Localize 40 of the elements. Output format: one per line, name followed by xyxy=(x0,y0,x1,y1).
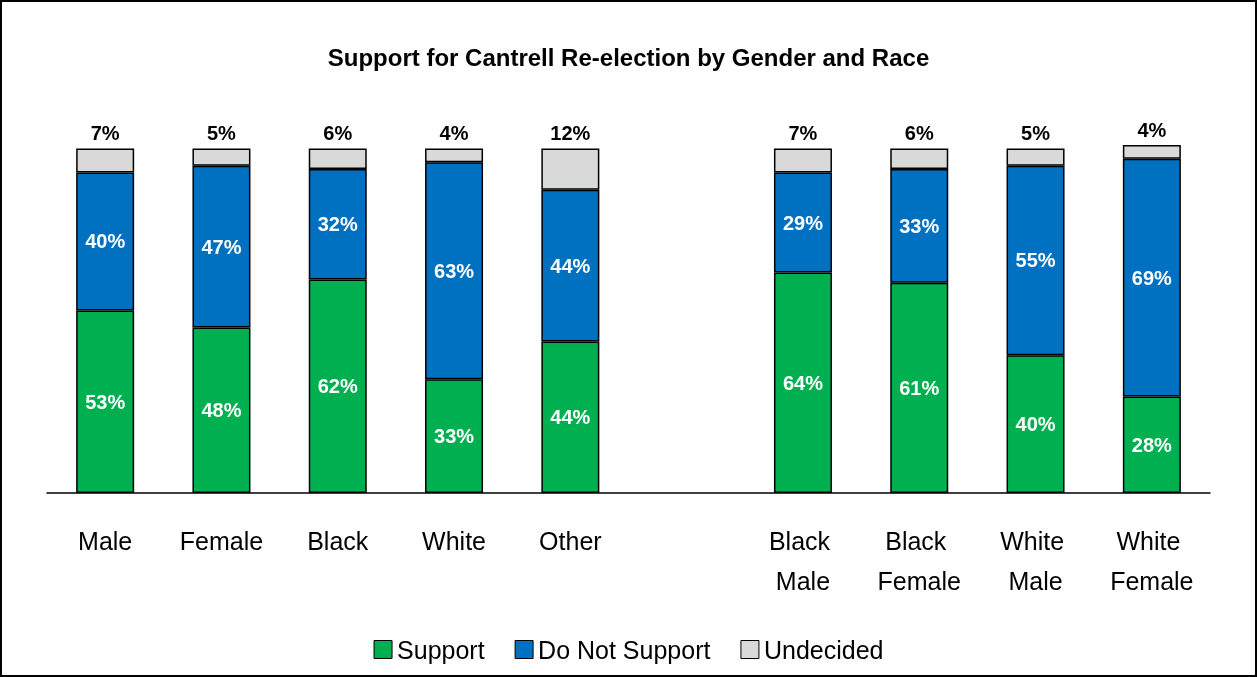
data-label: 61% xyxy=(899,376,940,399)
x-tick-label: Black Female xyxy=(877,527,961,595)
data-label: 5% xyxy=(207,122,237,145)
data-label: 12% xyxy=(550,122,591,145)
data-label: 7% xyxy=(788,122,818,145)
legend-label: Undecided xyxy=(763,635,884,664)
data-label: 69% xyxy=(1131,266,1173,289)
data-label: 29% xyxy=(782,211,824,234)
data-label: 63% xyxy=(434,259,475,282)
x-tick-label: Male xyxy=(78,527,133,555)
x-tick-label: White Female xyxy=(1110,527,1194,595)
chart-title: Support for Cantrell Re-election by Gender and Race xyxy=(327,43,930,71)
data-label: 4% xyxy=(439,122,469,145)
x-tick-label: Other xyxy=(539,527,602,555)
data-label: 33% xyxy=(434,425,475,448)
data-label: 40% xyxy=(1015,413,1056,436)
x-tick-label: White Male xyxy=(1000,527,1071,595)
data-label: 53% xyxy=(85,390,126,413)
data-label: 47% xyxy=(201,235,242,258)
x-tick-label: White xyxy=(422,527,486,555)
data-label: 6% xyxy=(904,122,934,145)
data-label: 55% xyxy=(1015,249,1056,272)
data-label: 5% xyxy=(1021,122,1051,145)
data-label: 44% xyxy=(550,254,591,277)
data-label: 64% xyxy=(782,371,824,394)
data-label: 7% xyxy=(90,122,120,145)
x-tick-label: Black xyxy=(307,527,369,555)
data-label: 33% xyxy=(899,214,940,237)
legend-label: Support xyxy=(397,635,485,664)
data-label: 40% xyxy=(85,230,126,253)
x-tick-label: Female xyxy=(179,527,264,555)
legend-label: Do Not Support xyxy=(538,635,711,664)
data-label: 32% xyxy=(317,213,358,236)
data-label: 44% xyxy=(550,406,591,429)
data-label: 28% xyxy=(1131,433,1173,456)
data-label: 48% xyxy=(201,399,242,422)
x-tick-label: Black Male xyxy=(768,527,837,595)
data-label: 62% xyxy=(317,375,358,398)
data-label: 4% xyxy=(1137,119,1167,141)
data-label: 6% xyxy=(323,122,353,145)
